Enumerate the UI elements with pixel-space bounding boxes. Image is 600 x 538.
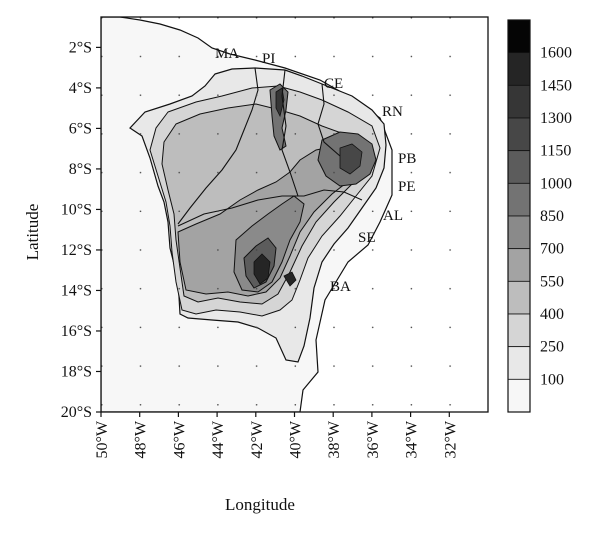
lon-tick-label: 32°W [442, 420, 459, 458]
lon-tick-label: 50°W [94, 420, 111, 458]
latitude-axis: 2°S 4°S 6°S 8°S 10°S 12°S 14°S 16°S 18°S 20°S [61, 39, 101, 421]
colorbar-swatch [507, 150, 531, 184]
lon-tick-label: 36°W [365, 420, 382, 458]
colorbar-label: 250 [540, 339, 564, 356]
x-axis-title: Longitude [225, 495, 295, 514]
colorbar-label: 400 [540, 306, 564, 323]
colorbar-frame [507, 19, 531, 413]
lon-tick-label: 38°W [326, 420, 343, 458]
colorbar-swatch [507, 84, 531, 119]
colorbar-label: 850 [540, 208, 564, 225]
lat-tick-label: 12°S [61, 242, 92, 259]
lon-tick-label: 48°W [133, 420, 150, 458]
colorbar-swatch [507, 215, 531, 250]
colorbar-label: 1600 [540, 45, 572, 62]
lat-tick-label: 14°S [61, 282, 92, 299]
lat-tick-label: 6°S [69, 120, 92, 137]
colorbar-swatch [507, 182, 531, 217]
state-labels: MA PI CE RN PB PE AL SE BA [215, 46, 416, 295]
colorbar-swatch [507, 313, 531, 348]
state-label-pi: PI [262, 51, 275, 67]
state-label-pe: PE [398, 179, 416, 195]
longitude-axis: 50°W 48°W 46°W 44°W 42°W 40°W 38°W 36°W 34°W 32°W [94, 412, 459, 459]
lon-tick-label: 34°W [404, 420, 421, 458]
lat-tick-label: 10°S [61, 201, 92, 218]
colorbar-label: 550 [540, 273, 564, 290]
lat-tick-label: 16°S [61, 323, 92, 340]
lon-tick-label: 42°W [249, 420, 266, 458]
state-label-al: AL [383, 208, 403, 224]
lon-tick-label: 44°W [210, 420, 227, 458]
coordinate-grid [101, 17, 488, 412]
colorbar-swatch [507, 378, 531, 413]
lat-tick-label: 18°S [61, 363, 92, 380]
colorbar-swatch [507, 117, 531, 152]
state-label-ma: MA [215, 46, 239, 62]
elevation-colorbar: 1600 1450 1300 1150 1000 850 700 550 400 250 100 [507, 19, 572, 413]
colorbar-label: 700 [540, 241, 564, 258]
colorbar-label: 1450 [540, 77, 572, 94]
colorbar-swatch [507, 346, 531, 380]
y-axis-title: Latitude [23, 204, 42, 261]
colorbar-swatch [507, 280, 531, 315]
state-label-ce: CE [324, 76, 343, 92]
state-label-rn: RN [382, 104, 403, 120]
lon-tick-label: 46°W [171, 420, 188, 458]
state-label-se: SE [358, 230, 376, 246]
lat-tick-label: 20°S [61, 404, 92, 421]
lon-tick-label: 40°W [288, 420, 305, 458]
lat-tick-label: 4°S [69, 80, 92, 97]
lat-tick-label: 8°S [69, 161, 92, 178]
colorbar-swatch [507, 19, 531, 54]
state-label-pb: PB [398, 151, 416, 167]
colorbar-label: 1150 [540, 143, 571, 160]
colorbar-swatch [507, 52, 531, 86]
state-label-ba: BA [330, 279, 351, 295]
colorbar-label: 100 [540, 371, 564, 388]
colorbar-label: 1000 [540, 175, 572, 192]
lat-tick-label: 2°S [69, 39, 92, 56]
colorbar-label: 1300 [540, 110, 572, 127]
colorbar-swatch [507, 248, 531, 282]
